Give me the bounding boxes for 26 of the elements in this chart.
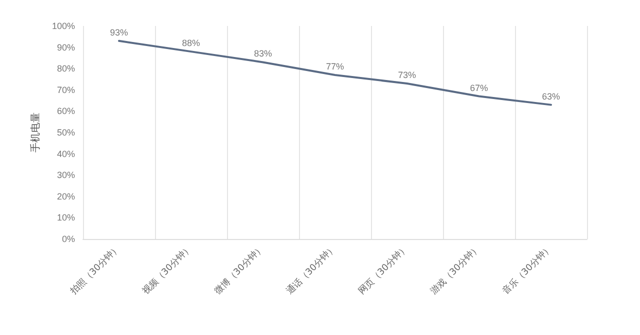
data-label: 63% <box>542 91 560 102</box>
x-tick-label: 音乐（30分钟） <box>500 242 555 297</box>
x-tick-label: 视频（30分钟） <box>140 242 195 297</box>
data-label: 67% <box>470 82 488 93</box>
y-tick-label: 90% <box>56 42 75 52</box>
x-tick-label: 微博（30分钟） <box>212 242 267 297</box>
x-tick-label: 游戏（30分钟） <box>428 242 483 297</box>
y-tick-label: 50% <box>56 128 75 138</box>
data-label: 93% <box>110 27 128 38</box>
y-tick-label: 20% <box>56 191 75 202</box>
y-axis-title: 手机电量 <box>30 112 42 152</box>
data-label: 73% <box>398 70 416 80</box>
y-tick-label: 70% <box>56 84 75 95</box>
y-tick-label: 10% <box>56 212 75 223</box>
data-label: 77% <box>326 61 344 72</box>
y-tick-label: 60% <box>56 106 75 116</box>
data-label: 83% <box>254 48 272 59</box>
x-tick-label: 通话（30分钟） <box>284 242 339 297</box>
data-label: 88% <box>182 38 200 48</box>
x-tick-label: 网页（30分钟） <box>356 242 411 297</box>
y-tick-label: 40% <box>56 148 75 159</box>
y-tick-label: 100% <box>52 21 75 31</box>
y-tick-label: 30% <box>56 170 75 180</box>
x-tick-label: 拍照（30分钟） <box>68 242 123 298</box>
y-tick-label: 80% <box>56 64 75 74</box>
y-tick-label: 0% <box>62 234 75 244</box>
